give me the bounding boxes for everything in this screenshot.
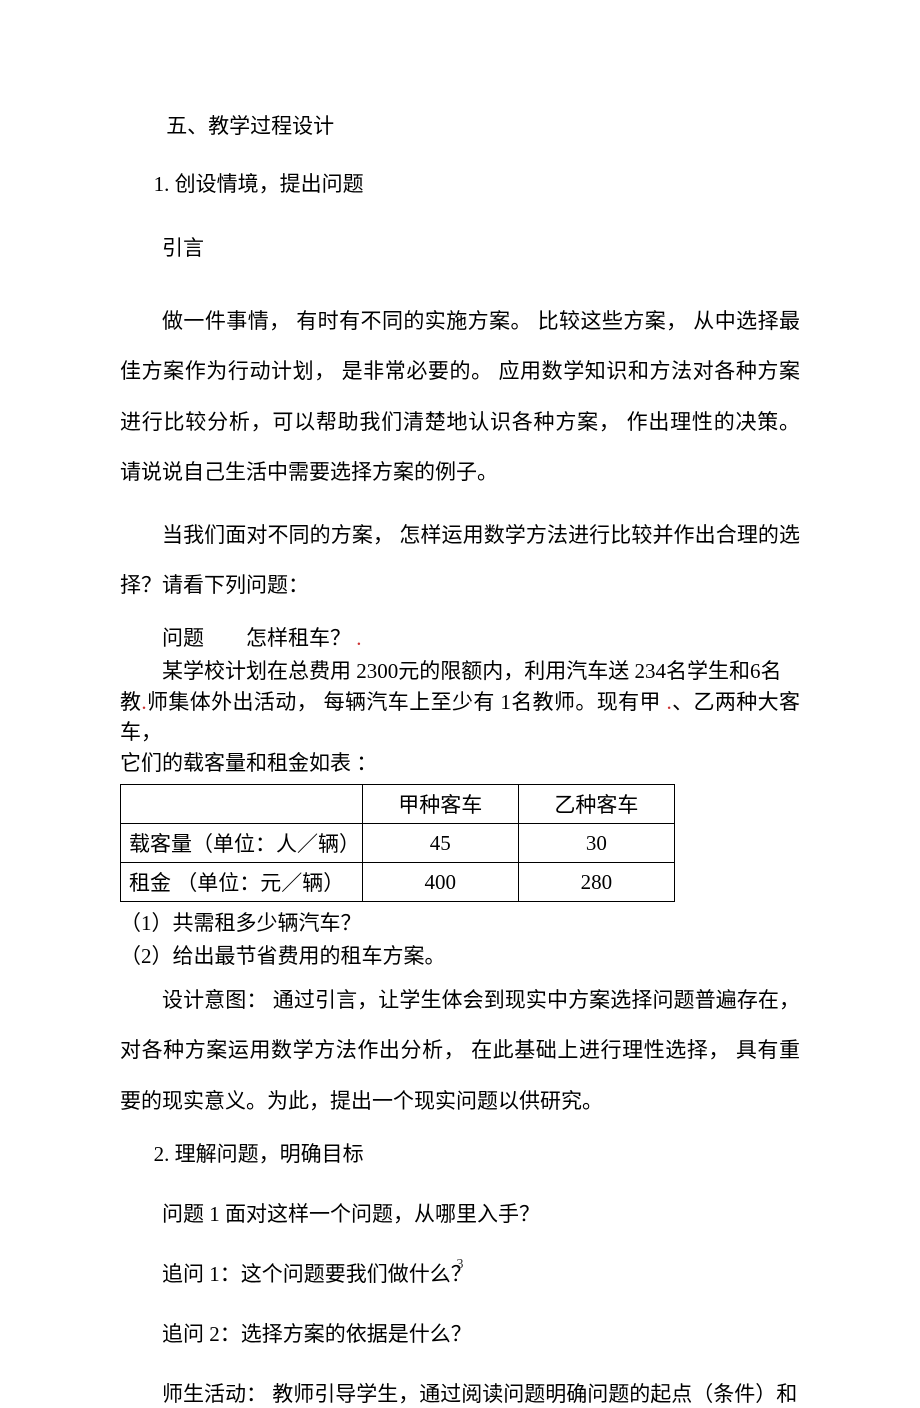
- table-row: 甲种客车 乙种客车: [121, 785, 675, 824]
- table-header-a: 甲种客车: [362, 785, 518, 824]
- step2-title: 2. 理解问题，明确目标: [120, 1138, 800, 1168]
- red-marker-icon: .: [661, 690, 672, 714]
- red-marker-icon: .: [351, 626, 362, 650]
- table-cell-label: 载客量（单位：人／辆）: [121, 824, 363, 863]
- table-row: 载客量（单位：人／辆） 45 30: [121, 824, 675, 863]
- section-title: 五、教学过程设计: [120, 110, 800, 140]
- subquestion-2: （2）给出最节省费用的租车方案。: [120, 941, 800, 971]
- step1-title: 1. 创设情境，提出问题: [120, 168, 800, 198]
- problem-line-3: 它们的载客量和租金如表 ：: [120, 748, 800, 778]
- table-row: 租金 （单位：元／辆） 400 280: [121, 863, 675, 902]
- subquestion-1: （1）共需租多少辆汽车？: [120, 908, 800, 938]
- step2-question-1: 问题 1 面对这样一个问题，从哪里入手？: [120, 1198, 800, 1228]
- table-cell-value: 45: [362, 824, 518, 863]
- step2-activity: 师生活动： 教师引导学生，通过阅读问题明确问题的起点（条件）和: [120, 1378, 800, 1408]
- question-text: 怎样租车？: [246, 626, 351, 650]
- intro-label: 引言: [120, 232, 800, 262]
- table-header-empty: [121, 785, 363, 824]
- problem-line-1: 某学校计划在总费用 2300元的限额内，利用汽车送 234名学生和6名: [120, 656, 800, 686]
- problem-line-2b: 师集体外出活动， 每辆汽车上至少有 1名教师。现有甲: [147, 690, 661, 714]
- intro-paragraph-1: 做一件事情， 有时有不同的实施方案。 比较这些方案， 从中选择最佳方案作为行动计…: [120, 296, 800, 498]
- page-number: 3: [457, 1257, 464, 1273]
- table-cell-value: 280: [518, 863, 674, 902]
- table-cell-value: 400: [362, 863, 518, 902]
- bus-table: 甲种客车 乙种客车 载客量（单位：人／辆） 45 30 租金 （单位：元／辆） …: [120, 784, 675, 902]
- intro-paragraph-2: 当我们面对不同的方案， 怎样运用数学方法进行比较并作出合理的选择？请看下列问题：: [120, 510, 800, 611]
- design-intent: 设计意图： 通过引言，让学生体会到现实中方案选择问题普遍存在，对各种方案运用数学…: [120, 975, 800, 1126]
- table-cell-value: 30: [518, 824, 674, 863]
- step2-followup-2: 追问 2：选择方案的依据是什么？: [120, 1318, 800, 1348]
- question-heading: 问题 怎样租车？ .: [120, 622, 800, 652]
- problem-line-2a: 教: [120, 690, 141, 714]
- problem-line-2: 教.师集体外出活动， 每辆汽车上至少有 1名教师。现有甲 .、乙两种大客车，: [120, 687, 800, 748]
- table-header-b: 乙种客车: [518, 785, 674, 824]
- table-cell-label: 租金 （单位：元／辆）: [121, 863, 363, 902]
- question-label: 问题: [162, 626, 204, 650]
